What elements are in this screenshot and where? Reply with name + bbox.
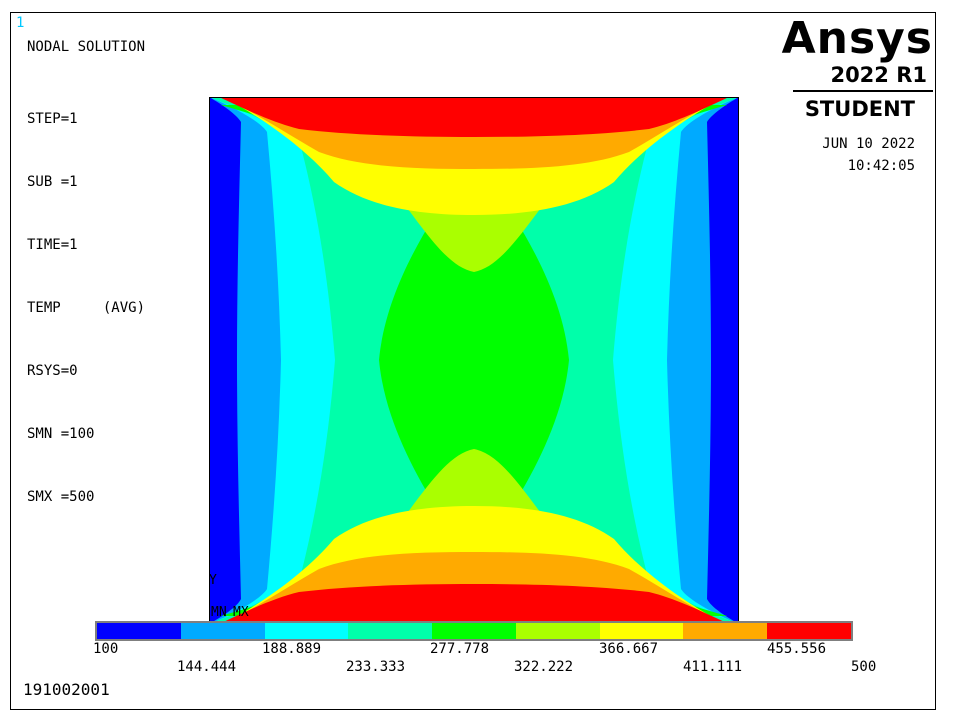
info-step: STEP=1 bbox=[27, 111, 78, 127]
legend-label-455: 455.556 bbox=[767, 641, 827, 657]
info-time: TIME=1 bbox=[27, 237, 78, 253]
window-number: 1 bbox=[16, 15, 25, 31]
legend-label-322: 322.222 bbox=[514, 659, 574, 675]
band-277 bbox=[221, 105, 727, 616]
band-455-top bbox=[219, 97, 729, 137]
y-axis-label: Y bbox=[209, 573, 217, 588]
legend-swatch-4 bbox=[348, 623, 433, 639]
legend-swatch-8 bbox=[683, 623, 768, 639]
legend-label-144: 144.444 bbox=[177, 659, 237, 675]
graphics-window: 1 NODAL SOLUTION STEP=1 SUB =1 TIME=1 TE… bbox=[10, 12, 936, 710]
legend-swatch-6 bbox=[515, 623, 600, 639]
legend-label-188: 188.889 bbox=[262, 641, 322, 657]
info-rsys: RSYS=0 bbox=[27, 363, 78, 379]
logo-version: 2022 R1 bbox=[830, 63, 927, 87]
legend-label-233: 233.333 bbox=[346, 659, 406, 675]
job-id: 191002001 bbox=[23, 680, 110, 699]
legend-swatch-2 bbox=[180, 623, 265, 639]
legend-swatch-7 bbox=[599, 623, 684, 639]
mx-marker: MX bbox=[233, 605, 249, 620]
legend-label-411: 411.111 bbox=[683, 659, 743, 675]
contour-svg bbox=[209, 97, 739, 624]
legend-color-bar bbox=[95, 621, 853, 641]
legend-swatch-3 bbox=[264, 623, 349, 639]
legend-label-277: 277.778 bbox=[430, 641, 490, 657]
legend-swatch-9 bbox=[767, 623, 852, 639]
info-sub: SUB =1 bbox=[27, 174, 78, 190]
mn-marker: MN bbox=[211, 605, 227, 620]
timestamp: JUN 10 2022 10:42:05 bbox=[822, 133, 915, 177]
band-455-bot bbox=[219, 584, 729, 624]
legend-label-366: 366.667 bbox=[599, 641, 659, 657]
ansys-logo: Ansys bbox=[781, 13, 933, 64]
legend-label-500: 500 bbox=[851, 659, 877, 675]
legend-label-100: 100 bbox=[93, 641, 119, 657]
date-text: JUN 10 2022 bbox=[822, 136, 915, 152]
logo-divider bbox=[793, 90, 933, 92]
legend-swatch-1 bbox=[97, 623, 181, 639]
legend-swatch-5 bbox=[432, 623, 516, 639]
solution-info: STEP=1 SUB =1 TIME=1 TEMP (AVG) RSYS=0 S… bbox=[27, 67, 145, 550]
time-text: 10:42:05 bbox=[847, 158, 915, 174]
solution-title: NODAL SOLUTION bbox=[27, 39, 146, 55]
info-smn: SMN =100 bbox=[27, 426, 95, 442]
logo-edition: STUDENT bbox=[804, 97, 915, 121]
info-smx: SMX =500 bbox=[27, 489, 95, 505]
contour-plot: Y MN MX bbox=[209, 97, 739, 624]
info-temp: TEMP (AVG) bbox=[27, 300, 146, 316]
